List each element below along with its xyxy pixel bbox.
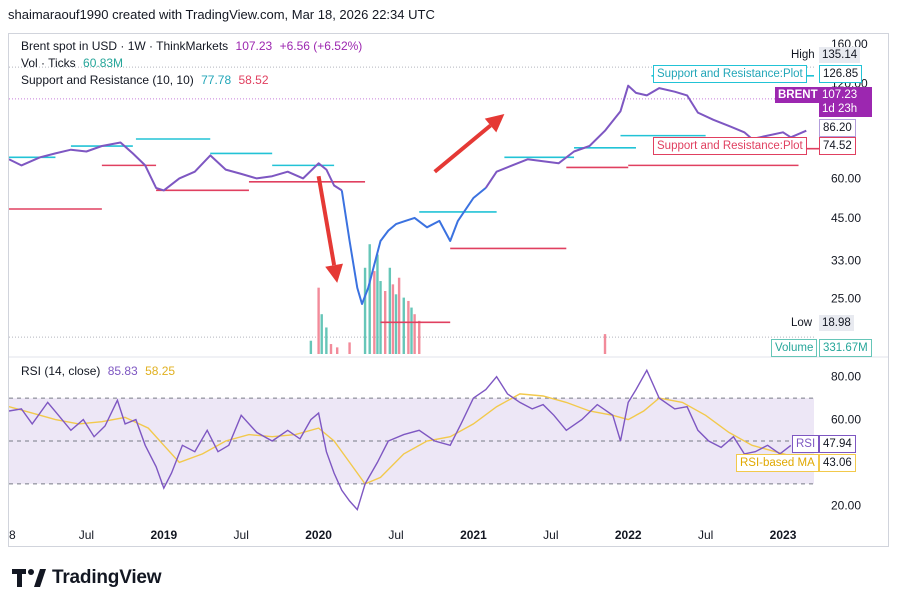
- price-line-series: [9, 141, 343, 192]
- arrow-down-arrow-head: [325, 263, 343, 283]
- main-legend-change: +6.56 (+6.52%): [279, 39, 363, 53]
- volume-bar: [329, 344, 333, 354]
- symbol-tag: BRENT: [775, 87, 821, 103]
- main-legend-label: Brent spot in USD · 1W · ThinkMarkets: [21, 39, 229, 53]
- high-label: High: [788, 47, 818, 63]
- rsi-label-tag: RSI: [792, 435, 820, 453]
- volume-bar: [379, 281, 382, 354]
- rsi-axis-tick: 20.00: [831, 498, 861, 512]
- volume-legend-label: Vol · Ticks: [21, 56, 76, 70]
- main-legend: Brent spot in USD · 1W · ThinkMarkets 10…: [21, 39, 366, 53]
- volume-label-tag: Volume: [771, 339, 818, 357]
- volume-bar: [394, 294, 398, 354]
- volume-bar: [335, 347, 339, 354]
- volume-bar: [317, 287, 320, 354]
- time-axis-tick: Jul: [234, 528, 249, 542]
- tradingview-logo-icon: [12, 569, 46, 587]
- price-86-tag: 86.20: [819, 119, 856, 137]
- rsi-legend: RSI (14, close) 85.83 58.25: [21, 364, 179, 378]
- volume-bar: [309, 340, 313, 354]
- rsi-legend-value-1: 85.83: [107, 364, 138, 378]
- tradingview-wordmark: TradingView: [52, 567, 162, 588]
- sr-legend-label: Support and Resistance (10, 10): [21, 73, 194, 87]
- time-axis-tick: 2021: [460, 528, 487, 542]
- volume-bar: [418, 320, 421, 354]
- time-axis-tick: Jul: [388, 528, 403, 542]
- volume-bar: [376, 254, 379, 354]
- sr-plot-top-tag: Support and Resistance:Plot: [653, 65, 807, 83]
- sr-legend: Support and Resistance (10, 10) 77.78 58…: [21, 73, 273, 87]
- sr-legend-value-1: 77.78: [201, 73, 232, 87]
- sr-plot-bottom-tag: Support and Resistance:Plot: [653, 137, 807, 155]
- volume-legend: Vol · Ticks 60.83M: [21, 56, 127, 70]
- rsi-ma-line: [9, 393, 791, 485]
- rsi-legend-label: RSI (14, close): [21, 364, 101, 378]
- volume-bar: [413, 314, 416, 354]
- rsi-line: [9, 368, 792, 511]
- rsi-value-tag: 47.94: [819, 435, 856, 453]
- time-axis-tick: Jul: [543, 528, 558, 542]
- volume-value-tag: 331.67M: [819, 339, 872, 357]
- time-axis-tick: 18: [9, 528, 16, 542]
- volume-bar: [368, 244, 371, 354]
- time-axis-tick: 2022: [615, 528, 642, 542]
- volume-legend-value: 60.83M: [83, 56, 124, 70]
- sr-bottom-value-tag: 74.52: [819, 137, 856, 155]
- low-value-tag: 18.98: [819, 315, 854, 331]
- arrow-down-arrow-shaft: [316, 175, 337, 266]
- low-label: Low: [788, 315, 816, 331]
- arrow-up-arrow-head: [484, 114, 505, 133]
- rsi-ma-label-tag: RSI-based MA: [736, 454, 819, 472]
- symbol-price-tag: 107.23: [819, 87, 872, 103]
- tradingview-logo: TradingView: [12, 567, 162, 589]
- main-legend-price: 107.23: [235, 39, 273, 53]
- high-value-tag: 135.14: [819, 47, 861, 63]
- volume-bar: [373, 271, 376, 354]
- price-axis-tick: 45.00: [831, 211, 861, 225]
- time-axis-tick: Jul: [79, 528, 94, 542]
- volume-bar: [407, 300, 410, 354]
- arrow-up-arrow-shaft: [433, 123, 492, 174]
- volume-bar: [320, 314, 323, 354]
- price-line-series-decline: [340, 187, 487, 305]
- volume-bar: [363, 267, 367, 354]
- sr-legend-value-2: 58.52: [238, 73, 269, 87]
- chart-frame[interactable]: 160.00 120.00 60.00 45.00 33.00 25.00 80.00 60.…: [8, 33, 889, 547]
- time-axis-tick: 2023: [770, 528, 797, 542]
- price-axis-tick: 33.00: [831, 253, 861, 267]
- volume-bar: [402, 297, 405, 354]
- volume-bar: [410, 307, 413, 354]
- chart-credit: shaimaraouf1990 created with TradingView…: [8, 7, 435, 22]
- rsi-legend-value-2: 58.25: [145, 364, 176, 378]
- volume-bar: [325, 327, 328, 354]
- rsi-ma-value-tag: 43.06: [819, 454, 856, 472]
- time-axis-tick: Jul: [698, 528, 713, 542]
- volume-bar: [388, 267, 392, 354]
- price-axis-tick: 25.00: [831, 291, 861, 305]
- time-axis-tick: 2020: [305, 528, 332, 542]
- volume-bar: [397, 277, 401, 354]
- time-axis-tick: 2019: [150, 528, 177, 542]
- volume-bar: [391, 284, 395, 354]
- price-axis-tick: 60.00: [831, 171, 861, 185]
- volume-bar: [603, 334, 607, 354]
- symbol-countdown-tag: 1d 23h: [819, 101, 872, 117]
- rsi-axis-tick: 80.00: [831, 370, 861, 384]
- rsi-axis-tick: 60.00: [831, 413, 861, 427]
- sr-top-value-tag: 126.85: [819, 65, 863, 83]
- volume-bar: [348, 342, 351, 354]
